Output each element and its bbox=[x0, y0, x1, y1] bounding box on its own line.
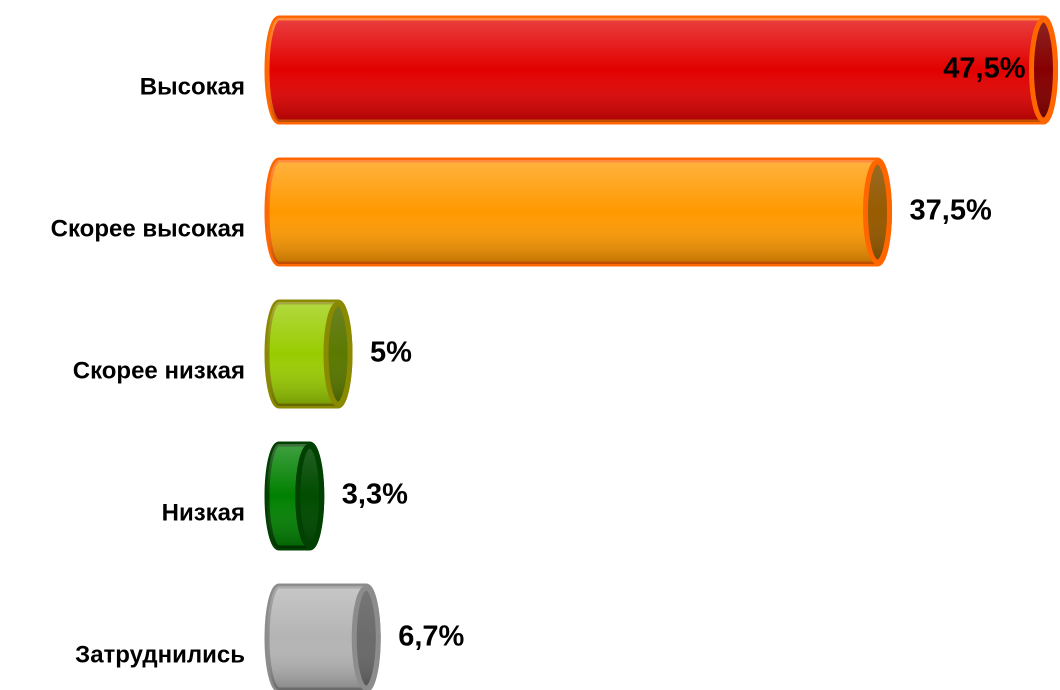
bar-shade bbox=[267, 18, 1056, 122]
bar-shade bbox=[267, 444, 322, 548]
value-label: 37,5% bbox=[910, 195, 992, 227]
bar-cap bbox=[323, 301, 353, 407]
value-label: 3,3% bbox=[342, 479, 408, 511]
bar-cap bbox=[863, 159, 892, 265]
category-label: Скорее низкая bbox=[73, 357, 245, 384]
category-label: Низкая bbox=[162, 499, 245, 526]
category-label: Затруднились bbox=[75, 641, 245, 668]
bar-cap bbox=[351, 585, 381, 690]
bar-shade bbox=[267, 160, 890, 264]
category-label: Скорее высокая bbox=[51, 215, 245, 242]
bar-cap bbox=[1029, 17, 1058, 123]
bar-shade bbox=[267, 586, 379, 690]
value-label: 6,7% bbox=[398, 621, 464, 653]
bar-cap bbox=[295, 443, 325, 549]
value-label: 47,5% bbox=[943, 53, 1025, 85]
category-label: Высокая bbox=[140, 73, 245, 100]
value-label: 5% bbox=[370, 337, 412, 369]
